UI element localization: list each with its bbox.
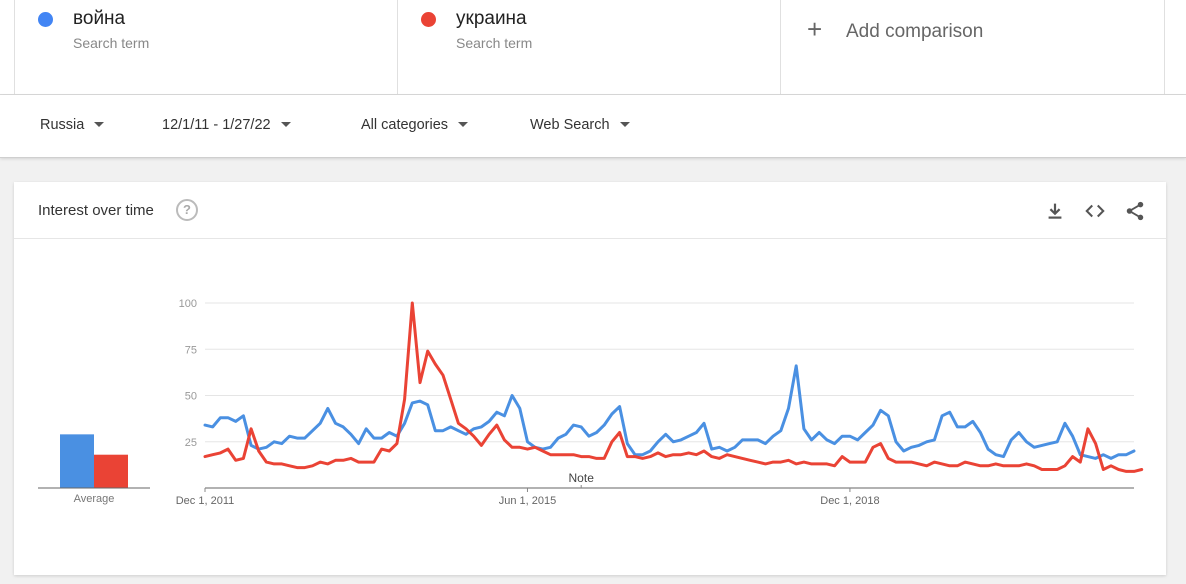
chevron-down-icon	[280, 121, 291, 127]
search-type-label: Web Search	[530, 117, 610, 133]
add-comparison-button[interactable]: + Add comparison	[780, 0, 1165, 94]
search-terms-bar: война Search term украина Search term + …	[0, 0, 1186, 95]
search-term-2[interactable]: украина Search term	[397, 0, 781, 94]
note-label: Note	[569, 471, 595, 485]
card-header: Interest over time ?	[14, 182, 1166, 239]
series-line-2	[203, 301, 1144, 473]
search-term-1[interactable]: война Search term	[14, 0, 398, 94]
region-dropdown[interactable]: Russia	[40, 117, 105, 133]
chevron-down-icon	[619, 121, 630, 127]
share-icon[interactable]	[1124, 200, 1146, 222]
category-dropdown[interactable]: All categories	[361, 117, 469, 133]
search-term-2-label: Search term	[456, 35, 533, 51]
category-label: All categories	[361, 117, 449, 133]
average-label: Average	[74, 493, 115, 505]
help-icon[interactable]: ?	[176, 199, 198, 221]
card-title: Interest over time	[38, 202, 154, 219]
y-tick-label: 75	[185, 344, 197, 356]
series-color-dot-1	[38, 12, 53, 27]
chevron-down-icon	[458, 121, 469, 127]
search-type-dropdown[interactable]: Web Search	[530, 117, 630, 133]
average-bar-1	[60, 434, 94, 488]
filter-bar: Russia 12/1/11 - 1/27/22 All categories …	[0, 95, 1186, 158]
y-tick-label: 50	[185, 391, 197, 403]
chevron-down-icon	[94, 121, 105, 127]
average-bar-2	[94, 454, 128, 488]
date-range-label: 12/1/11 - 1/27/22	[162, 117, 271, 133]
add-comparison-label: Add comparison	[846, 21, 984, 42]
search-term-1-name[interactable]: война	[73, 8, 126, 29]
download-icon[interactable]	[1044, 200, 1066, 222]
x-tick-label: Jun 1, 2015	[499, 495, 557, 507]
plus-icon: +	[807, 14, 823, 44]
region-label: Russia	[40, 117, 85, 133]
y-tick-label: 25	[185, 437, 197, 449]
date-range-dropdown[interactable]: 12/1/11 - 1/27/22	[162, 117, 291, 133]
search-term-2-name[interactable]: украина	[456, 8, 527, 29]
y-tick-label: 100	[179, 298, 197, 310]
series-color-dot-2	[421, 12, 436, 27]
interest-over-time-card: Interest over time ? 25 50 75 100 Dec 1, 201…	[14, 182, 1166, 575]
series-line-1	[203, 364, 1136, 460]
x-tick-label: Dec 1, 2011	[176, 495, 235, 507]
interest-chart: 25 50 75 100 Dec 1, 2011 Jun 1, 2015 Dec 1, 20…	[38, 298, 1144, 507]
embed-icon[interactable]	[1084, 200, 1106, 222]
search-term-1-label: Search term	[73, 35, 150, 51]
x-tick-label: Dec 1, 2018	[820, 495, 879, 507]
